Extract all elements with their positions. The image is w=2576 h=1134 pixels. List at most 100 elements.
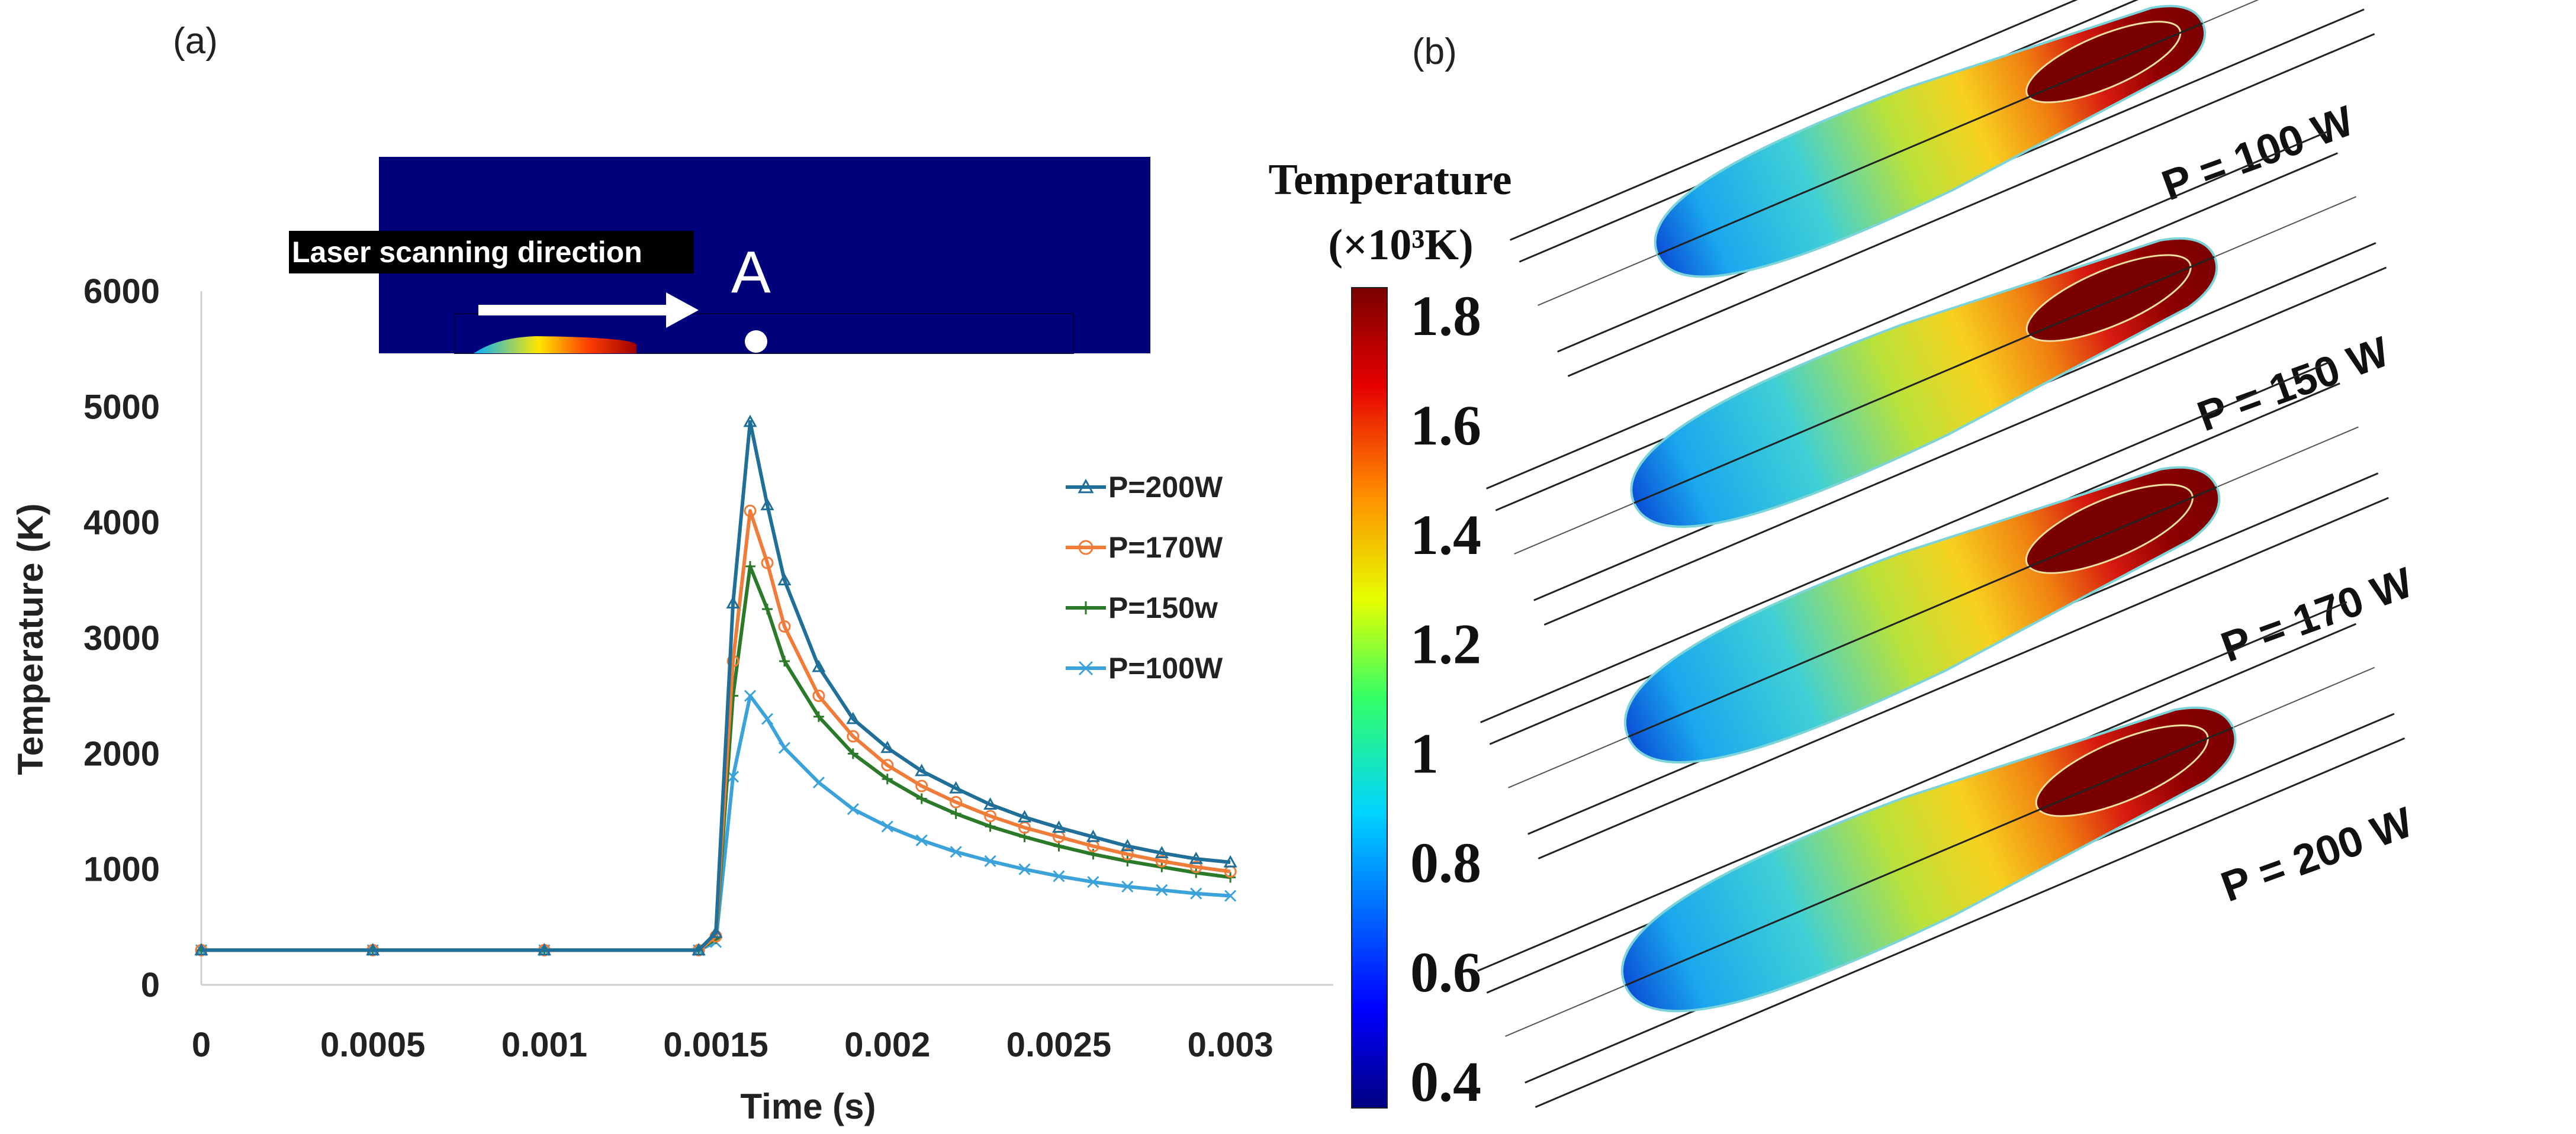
- track-edge: [1510, 0, 2317, 241]
- power-label: P = 170 W: [2189, 517, 2513, 688]
- data-point: [1120, 839, 1134, 852]
- colorbar-tick-label: 1.2: [1410, 613, 1481, 676]
- y-tick-label: 5000: [83, 388, 160, 426]
- data-point: [984, 810, 997, 823]
- legend: P=200W P=170W P=150w P=100W: [1066, 471, 1223, 685]
- data-point: [1079, 601, 1092, 614]
- data-point: [760, 498, 774, 511]
- data-point: [1078, 540, 1094, 555]
- data-point: [537, 943, 551, 956]
- data-point: [880, 740, 895, 753]
- data-point: [1078, 478, 1094, 494]
- x-tick-label: 0.0015: [663, 1026, 768, 1064]
- data-point: [1189, 861, 1202, 874]
- data-point: [813, 711, 824, 722]
- colorbar-tick-label: 0.4: [1410, 1050, 1481, 1113]
- track-edge: [1535, 737, 2405, 1109]
- data-point: [1156, 884, 1168, 896]
- data-point: [1224, 890, 1237, 902]
- data-point: [847, 803, 859, 816]
- data-point: [762, 604, 773, 615]
- data-point: [1121, 848, 1134, 861]
- scan-direction-arrow-head: [666, 292, 699, 328]
- legend-label: P=150w: [1108, 591, 1218, 624]
- data-point: [743, 414, 757, 427]
- data-point: [881, 820, 893, 833]
- y-tick-labels: 0 1000 2000 3000 4000 5000 6000: [83, 272, 160, 1004]
- data-point: [847, 730, 860, 743]
- data-point: [881, 759, 894, 772]
- x-tick-labels: 0 0.0005 0.001 0.0015 0.002 0.0025 0.003: [192, 1026, 1273, 1064]
- inset-point-marker: [745, 330, 767, 353]
- inset-point-label: A: [731, 239, 771, 305]
- data-point: [984, 855, 996, 868]
- series-line: [201, 564, 1231, 952]
- x-tick-label: 0.002: [844, 1026, 930, 1064]
- melt-pool-body: [1630, 237, 2218, 528]
- power-label-box: [2130, 55, 2453, 226]
- x-tick-label: 0.001: [501, 1026, 587, 1064]
- y-tick-label: 1000: [83, 851, 160, 889]
- colorbar-title: Temperature: [1268, 156, 1511, 204]
- y-tick-label: 6000: [83, 272, 160, 311]
- y-tick-label: 0: [141, 966, 160, 1004]
- data-point: [950, 846, 962, 858]
- data-point: [778, 620, 791, 633]
- power-label: P = 100 W: [2130, 55, 2453, 226]
- temperature-chart: 0 1000 2000 3000 4000 5000 6000 0 0.0005 0.001 0.…: [11, 272, 1333, 1126]
- data-point: [846, 711, 860, 724]
- data-point: [1018, 863, 1031, 875]
- laser-scan-inset: Laser scanning direction A: [289, 157, 1150, 354]
- data-point: [366, 943, 380, 956]
- melt-pool-body: [1623, 466, 2221, 763]
- data-point: [761, 713, 774, 725]
- melt-pool-panel: P = 100 WP = 150 WP = 170 W P = 200 W: [1477, 0, 2513, 1109]
- colorbar-unit: (×10³K): [1328, 221, 1473, 269]
- legend-label: P=100W: [1108, 652, 1223, 685]
- data-point: [194, 943, 208, 956]
- x-tick-label: 0.003: [1188, 1026, 1273, 1064]
- colorbar-tick-label: 0.6: [1410, 940, 1481, 1004]
- data-point: [1017, 810, 1032, 823]
- data-point: [744, 690, 757, 702]
- data-point: [985, 821, 996, 832]
- inset-caption: Laser scanning direction: [292, 236, 642, 269]
- panel-a-label: (a): [173, 21, 218, 62]
- y-tick-label: 2000: [83, 734, 160, 773]
- data-point: [882, 774, 893, 785]
- inset-track-outline: [454, 313, 1074, 354]
- y-tick-label: 3000: [83, 619, 160, 658]
- data-point: [1155, 855, 1168, 868]
- track-edge: [1543, 266, 2387, 626]
- legend-label: P=200W: [1108, 471, 1223, 504]
- data-point: [1122, 855, 1133, 866]
- data-point: [692, 943, 706, 956]
- data-point: [1051, 820, 1066, 833]
- x-tick-label: 0: [192, 1026, 211, 1064]
- data-point: [744, 504, 757, 517]
- power-label-box: [2189, 756, 2513, 927]
- data-point: [1189, 851, 1203, 864]
- data-point: [950, 808, 961, 819]
- y-tick-label: 4000: [83, 504, 160, 542]
- track-edge: [1567, 33, 2375, 378]
- data-point: [779, 656, 790, 667]
- data-point: [777, 573, 792, 586]
- data-point: [778, 742, 791, 754]
- data-point: [915, 763, 929, 777]
- data-point: [915, 834, 928, 846]
- track-edge: [1480, 360, 2331, 723]
- x-tick-label: 0.0005: [320, 1026, 425, 1064]
- data-point: [1223, 855, 1237, 868]
- data-point: [726, 596, 740, 609]
- data-point: [1190, 887, 1202, 900]
- data-point: [915, 779, 928, 792]
- power-label-box: [2189, 517, 2513, 688]
- series-p-200w: [194, 414, 1237, 956]
- data-point: [916, 793, 927, 804]
- series-line: [201, 509, 1231, 952]
- colorbar-gradient: [1351, 287, 1388, 1109]
- colorbar-tick-label: 1: [1410, 721, 1439, 785]
- pool-centerline: [1628, 486, 2217, 738]
- colorbar-tick-label: 1.6: [1410, 394, 1481, 457]
